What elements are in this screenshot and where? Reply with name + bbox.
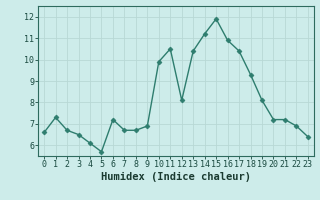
X-axis label: Humidex (Indice chaleur): Humidex (Indice chaleur) bbox=[101, 172, 251, 182]
